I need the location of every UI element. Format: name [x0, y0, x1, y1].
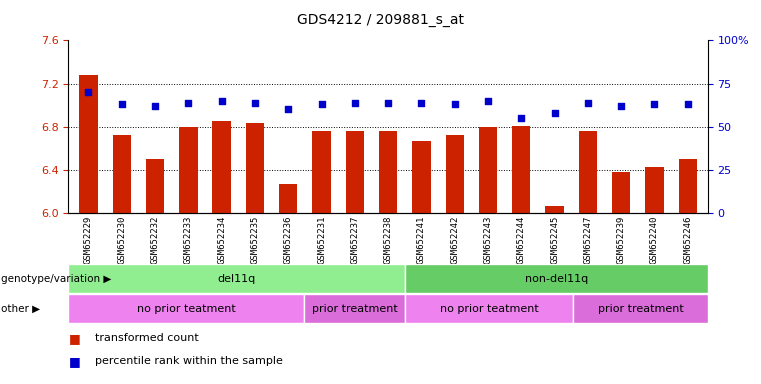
Bar [279, 184, 298, 213]
Bar [546, 205, 564, 213]
Point [315, 101, 327, 108]
Text: genotype/variation ▶: genotype/variation ▶ [1, 273, 111, 284]
Text: GSM652231: GSM652231 [317, 216, 326, 264]
Text: GSM652229: GSM652229 [84, 216, 93, 264]
Text: ■: ■ [68, 332, 80, 345]
Bar [412, 141, 431, 213]
Text: GSM652247: GSM652247 [584, 216, 592, 264]
Point [682, 101, 694, 108]
Point [648, 101, 661, 108]
Point [515, 115, 527, 121]
Point [116, 101, 128, 108]
Text: transformed count: transformed count [95, 333, 199, 343]
Bar [312, 131, 331, 213]
Bar [68, 294, 304, 323]
Bar [246, 124, 264, 213]
Text: GSM652236: GSM652236 [284, 216, 293, 264]
Text: GSM652244: GSM652244 [517, 216, 526, 264]
Point [149, 103, 161, 109]
Text: GSM652242: GSM652242 [451, 216, 459, 264]
Text: no prior teatment: no prior teatment [137, 303, 236, 314]
Bar [212, 121, 231, 213]
Bar [113, 136, 131, 213]
Bar [679, 159, 697, 213]
Text: GSM652241: GSM652241 [417, 216, 426, 264]
Point [382, 99, 394, 106]
Text: GSM652240: GSM652240 [650, 216, 659, 264]
Point [215, 98, 228, 104]
Bar [68, 264, 405, 293]
Bar [345, 131, 364, 213]
Text: GSM652232: GSM652232 [151, 216, 160, 264]
Bar [405, 264, 708, 293]
Bar [479, 127, 497, 213]
Bar [79, 75, 97, 213]
Point [349, 99, 361, 106]
Text: non-del11q: non-del11q [524, 273, 588, 284]
Text: GSM652237: GSM652237 [350, 216, 359, 264]
Text: GSM652234: GSM652234 [217, 216, 226, 264]
Text: no prior teatment: no prior teatment [440, 303, 539, 314]
Bar [645, 167, 664, 213]
Text: GDS4212 / 209881_s_at: GDS4212 / 209881_s_at [297, 13, 464, 27]
Text: GSM652233: GSM652233 [184, 216, 193, 264]
Text: del11q: del11q [218, 273, 256, 284]
Bar [612, 172, 630, 213]
Point [549, 110, 561, 116]
Text: percentile rank within the sample: percentile rank within the sample [95, 356, 283, 366]
Bar [304, 294, 405, 323]
Point [615, 103, 627, 109]
Text: GSM652239: GSM652239 [616, 216, 626, 264]
Text: GSM652246: GSM652246 [683, 216, 693, 264]
Point [182, 99, 194, 106]
Bar [379, 131, 397, 213]
Bar [512, 126, 530, 213]
Text: ■: ■ [68, 355, 80, 368]
Text: GSM652245: GSM652245 [550, 216, 559, 264]
Point [448, 101, 460, 108]
Point [482, 98, 494, 104]
Text: GSM652243: GSM652243 [483, 216, 492, 264]
Text: prior treatment: prior treatment [311, 303, 397, 314]
Text: prior treatment: prior treatment [597, 303, 683, 314]
Point [416, 99, 428, 106]
Text: GSM652238: GSM652238 [384, 216, 393, 264]
Point [282, 106, 295, 113]
Point [249, 99, 261, 106]
Bar [179, 127, 198, 213]
Bar [405, 294, 573, 323]
Point [581, 99, 594, 106]
Bar [146, 159, 164, 213]
Text: GSM652230: GSM652230 [117, 216, 126, 264]
Bar [578, 131, 597, 213]
Text: GSM652235: GSM652235 [250, 216, 260, 264]
Bar [445, 136, 464, 213]
Point [82, 89, 94, 95]
Text: other ▶: other ▶ [1, 303, 40, 314]
Bar [573, 294, 708, 323]
